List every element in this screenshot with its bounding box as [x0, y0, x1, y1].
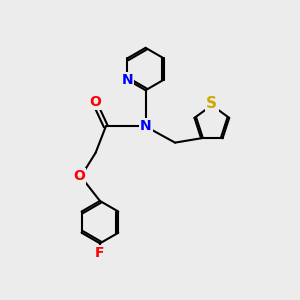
Text: N: N	[122, 73, 133, 87]
Text: O: O	[74, 169, 85, 184]
Text: O: O	[90, 95, 101, 109]
Text: N: N	[140, 119, 152, 134]
Text: F: F	[95, 246, 105, 260]
Text: S: S	[206, 96, 217, 111]
